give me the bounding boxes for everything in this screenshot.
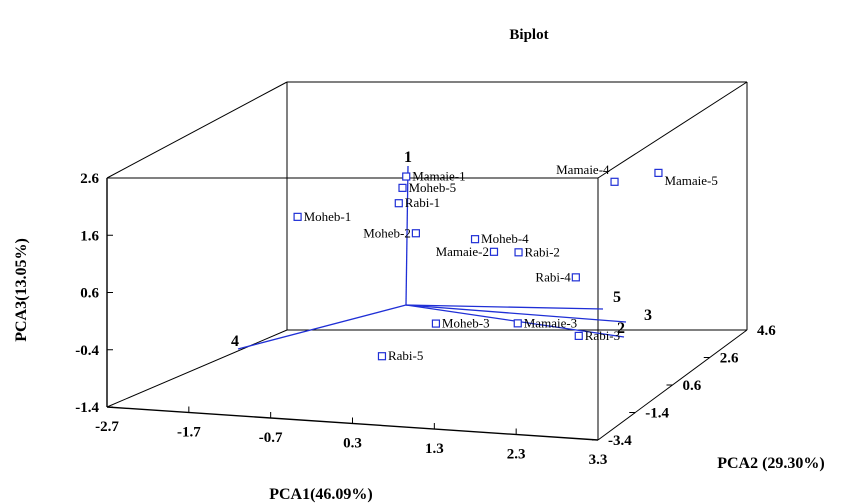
point-label: Moheb-2	[363, 225, 411, 240]
tick-labels: -2.7 -1.7 -0.7 0.3 1.3 2.3 3.3-3.4 -1.4 0.6 2.6 4.…	[75, 171, 776, 468]
point-marker	[470, 235, 480, 244]
point-label: Moheb-3	[442, 316, 490, 331]
vector-label-5: 5	[613, 289, 621, 306]
y-tick-label: -3.4	[608, 433, 632, 449]
plot-axis-frame	[106, 178, 599, 441]
point-marker	[411, 229, 420, 238]
point-label: Rabi-2	[525, 244, 560, 259]
x-tick-label: -0.7	[259, 430, 283, 446]
point-label: Rabi-5	[388, 348, 423, 363]
vector-line-1	[405, 165, 409, 306]
point-marker	[402, 172, 411, 181]
point-marker	[654, 168, 663, 177]
tick-marks	[106, 177, 747, 441]
frame-edge-top-right	[597, 81, 748, 179]
y-tick-label: 4.6	[757, 323, 776, 339]
frame-edge-top-left	[106, 81, 288, 179]
x-tick-label: -2.7	[95, 419, 119, 435]
point-label: Rabi-4	[535, 269, 571, 284]
point-label: Mamaie-3	[524, 315, 577, 330]
z-tick-label: 0.6	[80, 286, 99, 302]
point-label: Rabi-3	[585, 328, 620, 343]
vector-label-3: 3	[644, 307, 652, 324]
point-marker	[574, 331, 583, 340]
point-marker	[394, 199, 403, 208]
vector-line-4	[237, 304, 407, 350]
z-axis-title: PCA3(13.05%)	[13, 238, 30, 342]
point-label: Mamaie-5	[664, 173, 717, 188]
x-tick-label: 1.3	[425, 441, 444, 457]
point-label: Rabi-1	[405, 195, 440, 210]
point-marker	[610, 177, 619, 186]
vector-line-5	[405, 304, 604, 310]
vector-label-1: 1	[404, 149, 412, 166]
y-tick-label: 2.6	[720, 351, 739, 367]
point-label: Mamaie-1	[412, 169, 465, 184]
chart-title: Biplot	[509, 27, 548, 43]
plot-box-frame	[106, 81, 748, 441]
vector-line-3	[405, 304, 627, 323]
point-marker	[293, 212, 302, 221]
vector-label-2: 2	[617, 320, 625, 337]
point-marker	[377, 352, 387, 361]
vector-label-4: 4	[231, 333, 239, 350]
point-marker	[398, 183, 407, 192]
frame-edge-bottom-left	[106, 329, 288, 408]
point-marker	[513, 319, 522, 328]
point-label: Mamaie-2	[436, 244, 489, 259]
point-marker	[514, 248, 523, 257]
point-label: Moheb-5	[409, 180, 457, 195]
point-label: Mamaie-4	[556, 162, 610, 177]
y-tick-label: -1.4	[645, 406, 669, 422]
z-tick-label: -1.4	[75, 400, 99, 416]
x-tick-label: 0.3	[343, 436, 362, 452]
x-axis-title: PCA1(46.09%)	[269, 486, 373, 503]
point-marker	[431, 319, 441, 328]
point-label: Moheb-1	[304, 209, 352, 224]
y-axis-title: PCA2 (29.30%)	[717, 455, 825, 472]
z-tick-label: -0.4	[75, 343, 99, 359]
x-tick-label: 2.3	[507, 447, 526, 463]
loading-vectors: 1 2 3 4 5	[231, 149, 652, 350]
y-tick-label: 0.6	[683, 378, 702, 394]
x-tick-label: 3.3	[589, 452, 608, 468]
x-tick-label: -1.7	[177, 425, 201, 441]
z-tick-label: 1.6	[80, 228, 99, 244]
point-marker	[571, 273, 580, 282]
z-tick-label: 2.6	[80, 171, 99, 187]
point-marker	[489, 247, 499, 256]
point-label: Moheb-4	[481, 231, 529, 246]
